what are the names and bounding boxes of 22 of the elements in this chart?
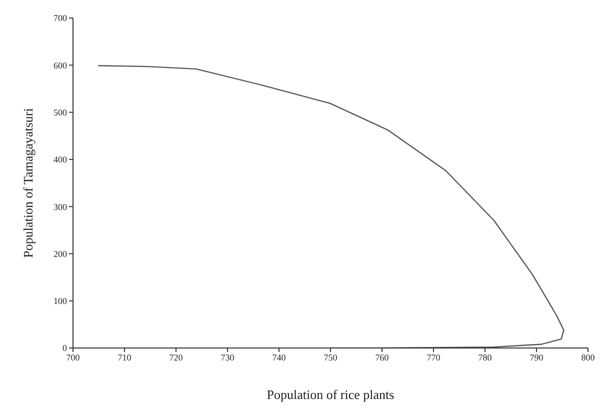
y-tick-label: 300 (54, 202, 68, 212)
y-tick-label: 400 (54, 154, 68, 165)
x-tick-label: 710 (118, 352, 132, 362)
x-tick-label: 770 (426, 352, 441, 362)
y-tick-label: 600 (54, 60, 68, 70)
y-axis-title: Population of Tamagayatsuri (20, 108, 36, 258)
y-tick-label: 100 (54, 296, 68, 306)
x-axis-title: Population of rice plants (266, 387, 394, 402)
x-tick-label: 790 (530, 352, 544, 362)
x-tick-label: 740 (272, 352, 286, 362)
y-tick-label: 700 (54, 13, 68, 24)
y-tick-label: 0 (62, 343, 68, 354)
line-series (98, 65, 564, 348)
y-tick-label: 200 (54, 248, 68, 259)
x-tick-label: 800 (581, 352, 596, 362)
x-tick-label: 780 (478, 352, 492, 362)
x-tick-label: 760 (375, 352, 390, 362)
x-tick-label: 750 (324, 352, 338, 362)
y-tick-label: 500 (54, 107, 68, 118)
x-tick-label: 730 (220, 352, 235, 362)
x-tick-label: 720 (169, 352, 184, 362)
x-tick-label: 700 (66, 352, 80, 362)
